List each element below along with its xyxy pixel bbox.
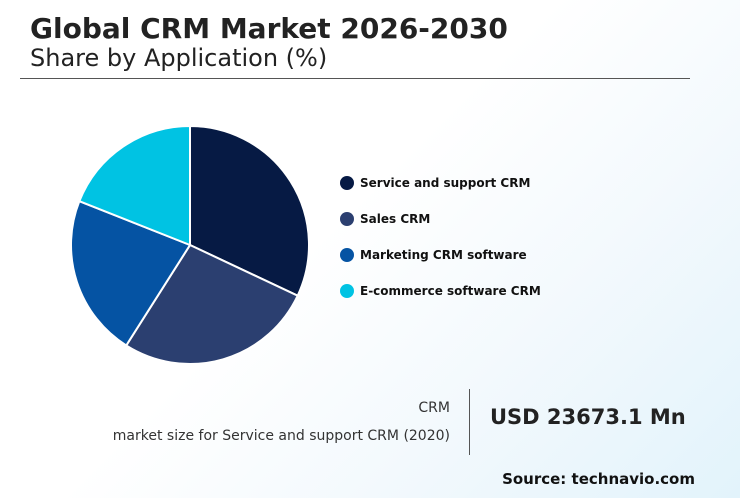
pie-slice-sales-crm	[124, 243, 300, 365]
legend-label: Service and support CRM	[360, 176, 531, 190]
pie-slice-service-and-support-crm	[189, 124, 310, 297]
legend-label: Marketing CRM software	[360, 248, 527, 262]
legend-swatch	[340, 212, 354, 226]
chart-subtitle: Share by Application (%)	[30, 44, 328, 72]
legend-item: Service and support CRM	[340, 172, 541, 194]
metric-description: market size for Service and support CRM …	[112, 428, 450, 444]
legend-swatch	[340, 248, 354, 262]
metric-divider	[469, 389, 470, 455]
pie-slice-e-commerce-software-crm	[78, 124, 191, 247]
pie-chart	[70, 124, 310, 365]
legend-swatch	[340, 284, 354, 298]
legend-item: Marketing CRM software	[340, 244, 541, 266]
legend-item: E-commerce software CRM	[340, 280, 541, 302]
pie-slice-marketing-crm-software	[70, 199, 192, 347]
legend-label: Sales CRM	[360, 212, 431, 226]
metric-name: CRM	[418, 400, 450, 416]
legend-swatch	[340, 176, 354, 190]
chart-title: Global CRM Market 2026-2030	[30, 12, 508, 45]
header-divider	[20, 78, 690, 79]
chart-legend: Service and support CRM Sales CRM Marketin…	[340, 172, 541, 316]
legend-item: Sales CRM	[340, 208, 541, 230]
source-label: Source: technavio.com	[502, 470, 695, 488]
metric-value: USD 23673.1 Mn	[490, 405, 686, 429]
legend-label: E-commerce software CRM	[360, 284, 541, 298]
